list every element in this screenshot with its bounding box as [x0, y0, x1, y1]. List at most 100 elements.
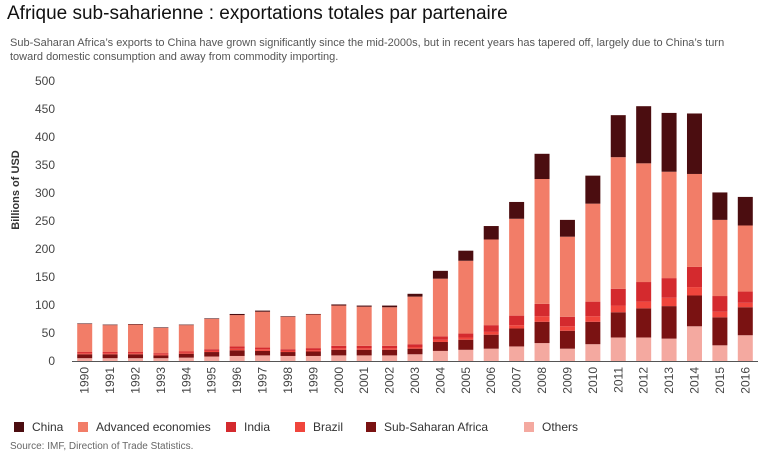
y-tick-label: 0 — [48, 354, 55, 368]
bar-segment-china — [458, 250, 474, 261]
bar-segment-china — [636, 106, 652, 164]
bar-segment-india — [636, 282, 652, 302]
bar-segment-sub-saharan-africa — [585, 321, 601, 345]
y-tick-label: 300 — [35, 186, 55, 200]
bar-segment-advanced-economies — [686, 173, 702, 267]
bar-segment-others — [255, 355, 271, 361]
bar-segment-sub-saharan-africa — [509, 328, 525, 347]
x-tick-label: 2008 — [535, 367, 549, 394]
bar-segment-china — [712, 192, 728, 220]
y-tick-label: 200 — [35, 242, 55, 256]
bar-segment-advanced-economies — [280, 316, 296, 350]
bar-segment-others — [686, 326, 702, 361]
bar-segment-china — [356, 305, 372, 307]
page-subtitle: Sub-Saharan Africa’s exports to China ha… — [10, 37, 725, 63]
bar-segment-others — [305, 355, 321, 361]
y-tick-label: 400 — [35, 130, 55, 144]
x-tick-label: 1991 — [103, 367, 117, 394]
bar-segment-china — [255, 310, 271, 312]
bar-segment-brazil — [585, 316, 601, 322]
legend-label: China — [32, 420, 64, 434]
bar-segment-india — [382, 345, 398, 349]
bar-segment-others — [585, 344, 601, 361]
bar-segment-brazil — [356, 348, 372, 350]
bar-segment-brazil — [382, 348, 398, 350]
bar-segment-china — [432, 270, 448, 279]
bar-segment-india — [356, 345, 372, 349]
y-axis-label: Billions of USD — [10, 150, 22, 230]
y-axis: 0 50 100 150 200 250 300 350 400 450 500 — [35, 74, 55, 368]
y-tick-label: 350 — [35, 158, 55, 172]
bar-segment-sub-saharan-africa — [534, 321, 550, 344]
bar-segment-sub-saharan-africa — [356, 349, 372, 356]
bar-segment-india — [610, 288, 626, 306]
x-tick-label: 2015 — [713, 367, 727, 394]
bar-segment-brazil — [102, 353, 118, 355]
bar-segment-india — [280, 349, 296, 351]
x-tick-label: 2009 — [560, 367, 574, 394]
bar-segment-others — [661, 338, 677, 361]
legend-swatch — [78, 422, 88, 432]
y-tick-label: 50 — [42, 326, 56, 340]
bar-segment-sub-saharan-africa — [610, 312, 626, 338]
bar-segment-india — [534, 303, 550, 317]
bar-segment-others — [102, 358, 118, 361]
bar-segment-brazil — [229, 348, 245, 351]
bar-segment-brazil — [178, 352, 194, 354]
bar-segment-india — [686, 266, 702, 288]
bar-segment-sub-saharan-africa — [458, 339, 474, 350]
bar-segment-brazil — [610, 305, 626, 313]
bar-segment-china — [737, 196, 753, 226]
bar-segment-others — [509, 346, 525, 361]
bar-segment-advanced-economies — [178, 325, 194, 352]
bar-segment-advanced-economies — [458, 260, 474, 334]
bar-segment-sub-saharan-africa — [686, 295, 702, 327]
bar-segment-advanced-economies — [610, 157, 626, 289]
bar-segment-china — [534, 153, 550, 179]
bar-segment-sub-saharan-africa — [407, 348, 423, 355]
bar-segment-advanced-economies — [432, 278, 448, 337]
bar-segment-others — [178, 357, 194, 361]
x-tick-label: 2011 — [611, 367, 625, 393]
bar-segment-india — [432, 336, 448, 340]
bar-segment-china — [382, 305, 398, 308]
bar-segment-advanced-economies — [128, 324, 144, 353]
bar-segment-others — [737, 335, 753, 361]
bar-segment-brazil — [407, 347, 423, 349]
bar-segment-advanced-economies — [483, 239, 499, 326]
bar-segment-brazil — [483, 331, 499, 335]
bar-segment-sub-saharan-africa — [204, 352, 220, 357]
bar-segment-china — [178, 324, 194, 326]
bar-segment-sub-saharan-africa — [229, 350, 245, 356]
bar-segment-advanced-economies — [229, 315, 245, 347]
legend-swatch — [226, 422, 236, 432]
bar-segment-brazil — [432, 339, 448, 342]
bar-segment-china — [585, 175, 601, 204]
bar-segment-others — [128, 358, 144, 361]
bar-segment-china — [102, 324, 118, 326]
x-tick-label: 2001 — [357, 367, 371, 394]
bar-segment-china — [204, 318, 220, 319]
x-tick-label: 2012 — [637, 367, 651, 394]
bar-segment-india — [712, 296, 728, 312]
bar-segment-advanced-economies — [305, 314, 321, 349]
bar-segment-others — [331, 355, 347, 361]
x-tick-label: 2005 — [459, 367, 473, 394]
bar-segment-advanced-economies — [153, 327, 169, 354]
bar-segment-others — [636, 337, 652, 361]
stacked-bar-chart: Billions of USD 0 50 100 150 200 250 300 350 400… — [10, 74, 758, 394]
x-tick-label: 2013 — [662, 367, 676, 394]
bar-segment-advanced-economies — [204, 319, 220, 350]
x-tick-label: 1998 — [281, 367, 295, 394]
x-tick-label: 1996 — [230, 367, 244, 394]
bar-segment-china — [229, 313, 245, 316]
bar-segment-brazil — [509, 325, 525, 329]
x-axis: 1990 1991 1992 1993 1994 1995 1996 1997 1998 1999… — [78, 367, 753, 394]
bar-segment-sub-saharan-africa — [636, 308, 652, 338]
bar-segment-brazil — [255, 349, 271, 351]
bar-segment-sub-saharan-africa — [77, 354, 93, 359]
x-tick-label: 1999 — [306, 367, 320, 394]
bar-segment-others — [229, 355, 245, 361]
bar-segment-sub-saharan-africa — [712, 317, 728, 346]
bar-segment-sub-saharan-africa — [559, 330, 575, 349]
